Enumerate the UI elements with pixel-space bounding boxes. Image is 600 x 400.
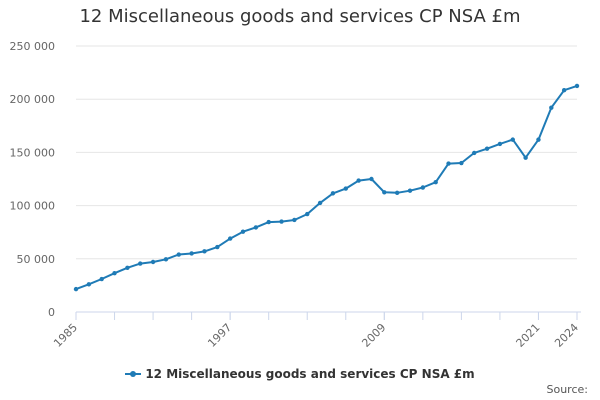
data-point[interactable] <box>305 211 310 217</box>
x-tick-label: 2021 <box>514 321 543 350</box>
y-tick-label: 150 000 <box>10 146 56 159</box>
data-point[interactable] <box>150 259 156 265</box>
data-point[interactable] <box>549 105 554 110</box>
data-point[interactable] <box>343 186 348 191</box>
data-point[interactable] <box>510 137 515 142</box>
data-point[interactable] <box>446 161 451 166</box>
data-point[interactable] <box>330 191 336 196</box>
x-tick-label: 2009 <box>359 321 388 350</box>
data-point[interactable] <box>112 270 117 276</box>
data-point[interactable] <box>394 190 400 196</box>
data-point[interactable] <box>433 179 438 185</box>
source-credit[interactable]: Source: <box>546 383 589 396</box>
data-point[interactable] <box>561 87 567 93</box>
grid-layer <box>76 45 577 260</box>
data-point[interactable] <box>472 150 477 156</box>
data-point[interactable] <box>317 200 323 206</box>
legend-label: 12 Miscellaneous goods and services CP N… <box>145 367 475 381</box>
data-point[interactable] <box>497 141 503 147</box>
series-layer <box>73 83 580 292</box>
y-tick-label: 200 000 <box>10 93 56 106</box>
data-point[interactable] <box>536 137 541 142</box>
data-point[interactable] <box>227 236 233 241</box>
data-point[interactable] <box>266 219 271 225</box>
data-point[interactable] <box>215 244 220 250</box>
data-point[interactable] <box>292 217 297 223</box>
x-tick-label: 2024 <box>552 321 581 350</box>
y-tick-label: 0 <box>48 306 55 319</box>
data-point[interactable] <box>86 282 92 287</box>
data-point[interactable] <box>163 257 169 262</box>
data-point[interactable] <box>279 219 284 224</box>
series-line[interactable] <box>75 84 578 291</box>
y-tick-label: 100 000 <box>10 200 56 213</box>
data-point[interactable] <box>99 276 104 282</box>
x-tick-label: 1985 <box>51 321 80 350</box>
data-point[interactable] <box>253 225 259 230</box>
data-point[interactable] <box>574 83 580 89</box>
data-point[interactable] <box>73 286 79 292</box>
data-point[interactable] <box>369 176 374 182</box>
data-point[interactable] <box>240 229 246 234</box>
data-point[interactable] <box>484 146 490 151</box>
legend-marker-icon <box>125 369 142 379</box>
data-point[interactable] <box>125 265 130 271</box>
data-point[interactable] <box>459 160 464 166</box>
data-point[interactable] <box>382 190 387 195</box>
data-point[interactable] <box>523 155 528 160</box>
data-point[interactable] <box>202 249 207 254</box>
legend[interactable]: 12 Miscellaneous goods and services CP N… <box>0 365 600 383</box>
data-point[interactable] <box>189 251 194 256</box>
axis-layer: 0 50 000 100 000 150 000 200 000 250 000 1985 1… <box>10 40 582 350</box>
x-tick-label: 1997 <box>205 321 234 350</box>
data-point[interactable] <box>420 185 426 190</box>
data-point[interactable] <box>176 252 181 257</box>
data-point[interactable] <box>356 178 361 183</box>
y-tick-label: 250 000 <box>10 40 56 53</box>
chart-title: 12 Miscellaneous goods and services CP N… <box>79 6 521 27</box>
data-point[interactable] <box>407 188 413 193</box>
y-tick-label: 50 000 <box>17 253 56 266</box>
data-point[interactable] <box>138 261 143 266</box>
